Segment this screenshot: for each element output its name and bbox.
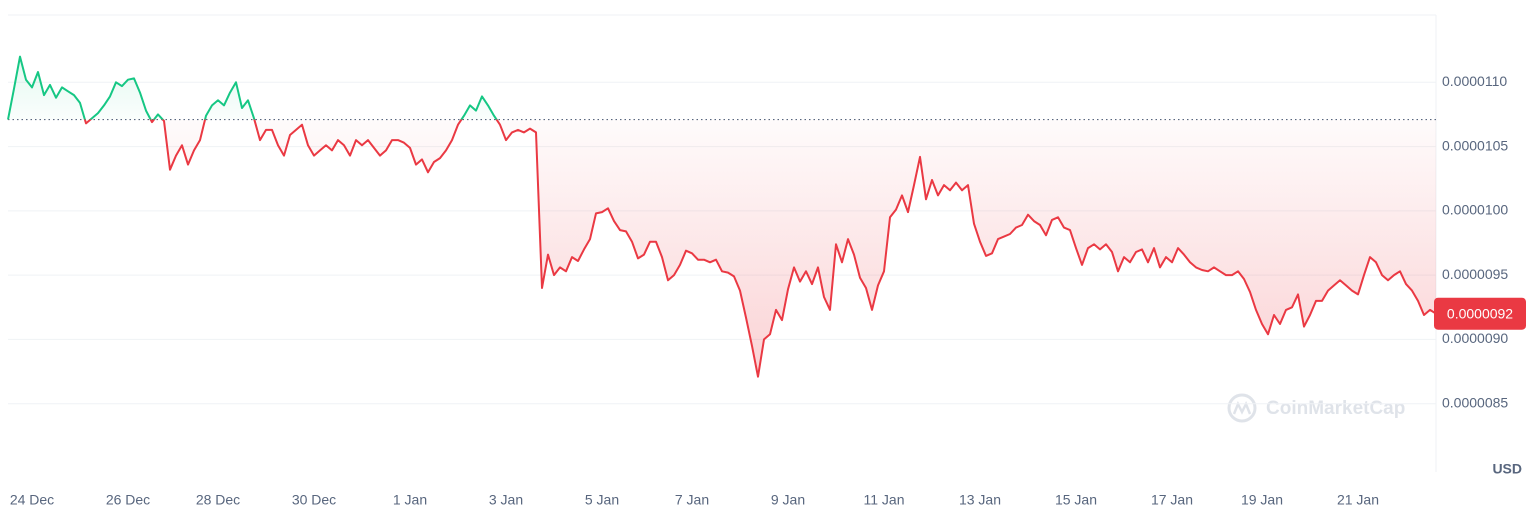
watermark-text: CoinMarketCap: [1266, 398, 1405, 419]
price-line: [7, 55, 1437, 378]
watermark-logo: [1227, 393, 1257, 423]
x-tick-label: 5 Jan: [585, 492, 619, 508]
y-tick-label: 0.0000100: [1442, 202, 1508, 218]
x-tick-label: 21 Jan: [1337, 492, 1379, 508]
x-tick-label: 15 Jan: [1055, 492, 1097, 508]
x-tick-label: 1 Jan: [393, 492, 427, 508]
watermark: CoinMarketCap: [1227, 393, 1405, 423]
y-tick-label: 0.0000090: [1442, 330, 1508, 346]
x-tick-label: 3 Jan: [489, 492, 523, 508]
x-tick-label: 24 Dec: [10, 492, 54, 508]
x-tick-label: 28 Dec: [196, 492, 240, 508]
price-tag: [1434, 297, 1526, 330]
x-tick-label: 13 Jan: [959, 492, 1001, 508]
y-tick-label: 0.0000105: [1442, 137, 1508, 153]
x-tick-label: 19 Jan: [1241, 492, 1283, 508]
price-area: [8, 56, 1436, 377]
x-tick-label: 7 Jan: [675, 492, 709, 508]
x-tick-label: 17 Jan: [1151, 492, 1193, 508]
watermark-logo-mark: [1232, 400, 1252, 415]
price-tag-label: 0.0000092: [1447, 305, 1513, 321]
x-tick-label: 11 Jan: [864, 492, 905, 508]
y-tick-label: 0.0000110: [1442, 73, 1507, 89]
x-tick-label: 26 Dec: [106, 492, 150, 508]
x-tick-label: 9 Jan: [771, 492, 805, 508]
currency-label: USD: [1492, 461, 1522, 477]
y-tick-label: 0.0000085: [1442, 394, 1508, 410]
x-tick-label: 30 Dec: [292, 492, 336, 508]
y-tick-label: 0.0000095: [1442, 266, 1508, 282]
